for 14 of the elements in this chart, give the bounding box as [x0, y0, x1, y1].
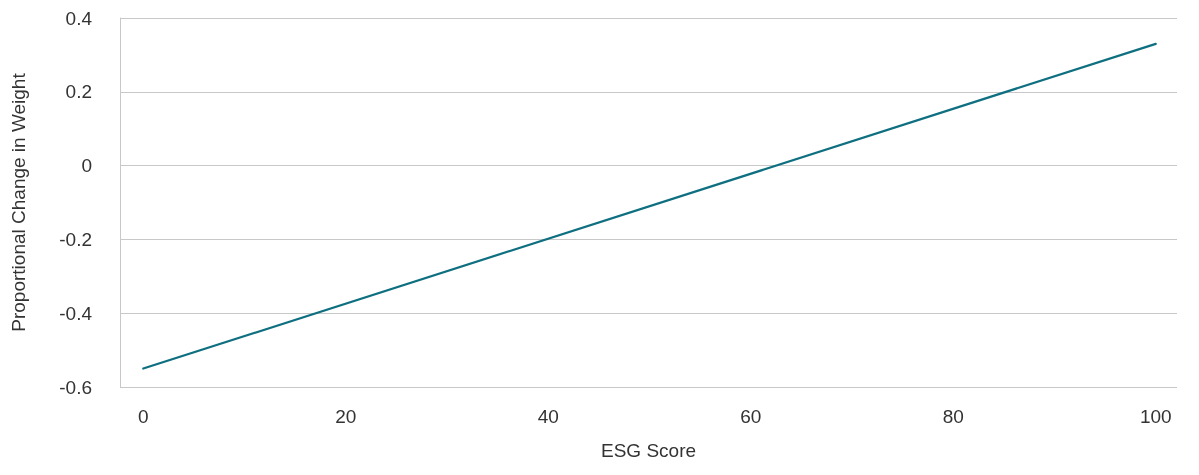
x-tick-label: 100 — [1139, 406, 1172, 427]
y-axis-title: Proportional Change in Weight — [8, 72, 29, 332]
x-tick-label: 60 — [740, 406, 762, 427]
x-axis-title: ESG Score — [600, 440, 697, 461]
y-tick-label: -0.4 — [59, 302, 93, 324]
x-tick-label: 80 — [942, 406, 964, 427]
x-tick-label: 0 — [138, 406, 149, 427]
x-tick-label: 40 — [537, 406, 559, 427]
y-tick-label: 0 — [81, 155, 92, 177]
x-tick-label: 20 — [335, 406, 357, 427]
y-tick-label: -0.6 — [59, 376, 92, 398]
y-tick-label: -0.2 — [59, 228, 92, 250]
y-tick-label: 0.2 — [65, 81, 92, 103]
y-tick-label: 0.4 — [65, 7, 93, 29]
